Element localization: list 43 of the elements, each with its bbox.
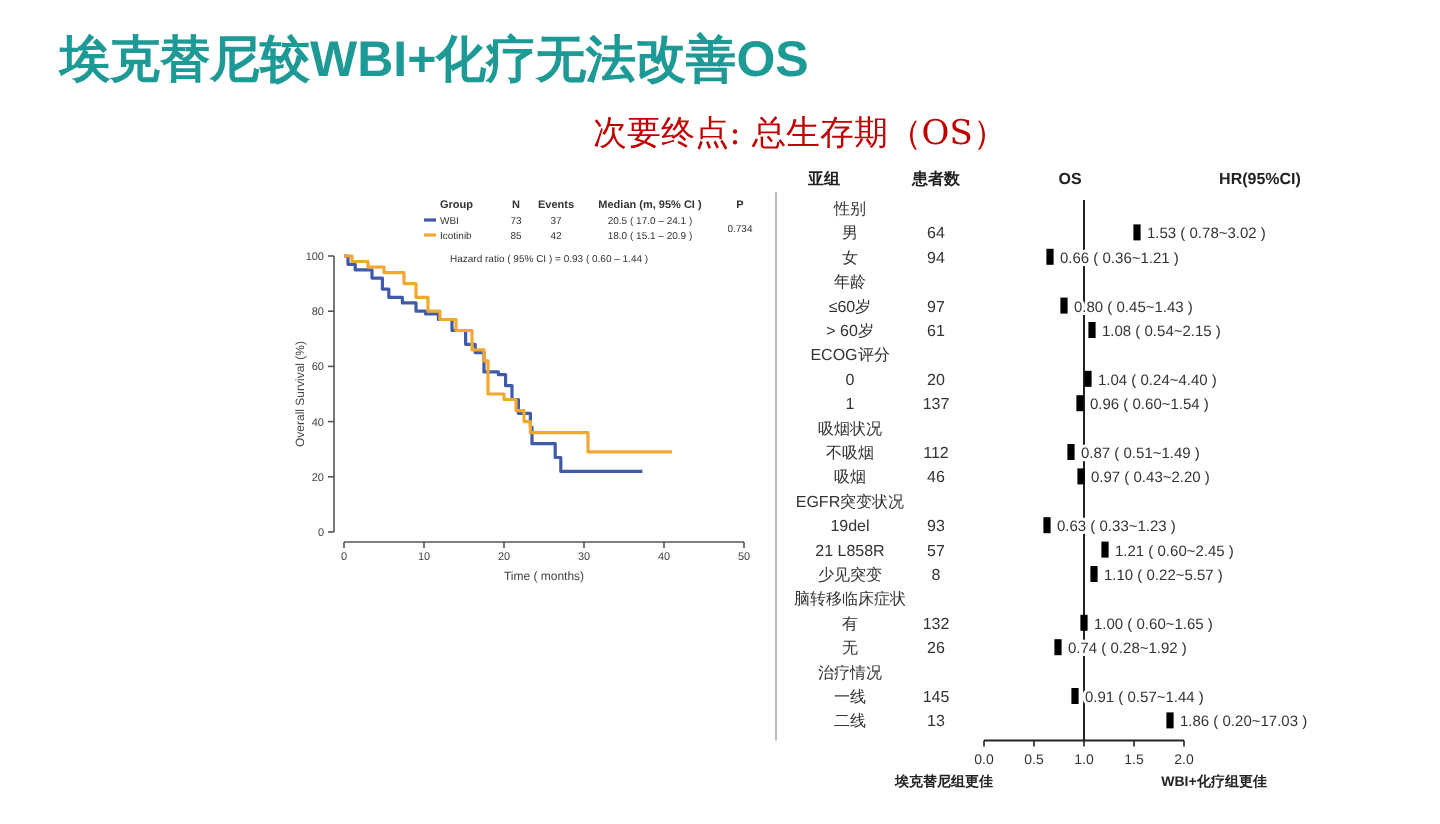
y-tick-label: 吸烟状况 <box>818 419 882 438</box>
text: 20 <box>927 370 946 389</box>
y-tick-label: 19del <box>830 517 871 536</box>
y-tick-label: 一线 <box>834 688 866 706</box>
y-tick-label: 不吸烟 <box>826 444 874 462</box>
chart-title: 埃克替尼较WBI+化疗无法改善OS <box>58 30 809 88</box>
text: 97 <box>927 297 946 316</box>
y-tick-label: 性别 <box>832 200 866 218</box>
text: 93 <box>927 517 946 536</box>
y-tick-label: 女 <box>842 248 858 267</box>
text: 112 <box>923 444 950 462</box>
y-tick-label: 21 L858R <box>815 541 886 560</box>
text: 132 <box>922 614 951 633</box>
y-tick-label: 脑转移临床症状 <box>794 590 906 609</box>
y-tick-label: 男 <box>842 224 858 243</box>
text: 137 <box>922 395 951 414</box>
y-tick-label: ≤60岁 <box>828 297 872 316</box>
y-tick-label: 二线 <box>834 712 866 731</box>
text: 8 <box>931 566 942 584</box>
y-tick-label: 少见突变 <box>818 566 882 584</box>
y-tick-label: ECOG评分 <box>810 346 890 365</box>
y-tick-label: 1 <box>845 395 856 414</box>
text: 57 <box>927 541 946 560</box>
text: 26 <box>927 639 946 658</box>
text: 145 <box>922 688 951 706</box>
y-tick-label: > 60岁 <box>826 322 874 340</box>
text: OS <box>1058 170 1083 188</box>
text: 64 <box>927 224 946 243</box>
y-tick-label: 0 <box>845 370 856 389</box>
text: 13 <box>927 712 946 731</box>
y-tick-label: 治疗情况 <box>818 663 882 682</box>
text: HR(95%CI) <box>1219 170 1302 188</box>
y-tick-label: EGFR突变状况 <box>795 492 905 511</box>
text: 61 <box>927 322 946 340</box>
text: 46 <box>927 468 946 487</box>
y-tick-label: 年龄 <box>834 273 866 292</box>
text: 患者数 <box>910 170 962 188</box>
y-tick-label: 吸烟 <box>834 468 866 487</box>
y-tick-label: 无 <box>842 639 858 658</box>
chart-subtitle: 次要终点: 总生存期（OS） <box>593 114 1007 154</box>
text: 94 <box>927 248 946 267</box>
y-tick-label: 有 <box>842 614 858 633</box>
text: 亚组 <box>806 170 840 188</box>
